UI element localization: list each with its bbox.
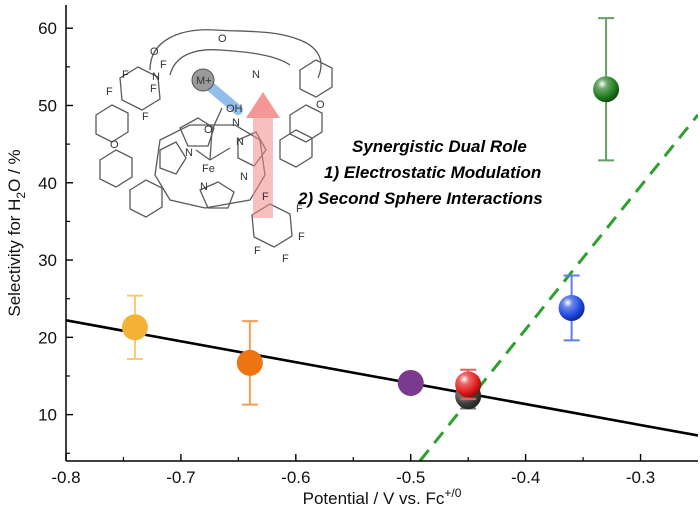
oxygen-label: O: [150, 46, 159, 58]
nitrogen-label: N: [185, 147, 193, 159]
fluorine-label: F: [160, 59, 167, 71]
fluorine-label: F: [254, 245, 261, 257]
fe-n-bond-1: [195, 149, 211, 161]
hydroxide-label: OH: [226, 103, 243, 115]
y-tick-label: 30: [38, 251, 57, 270]
data-point: [121, 314, 148, 341]
o-o-bond: [211, 107, 223, 131]
data-point: [593, 76, 620, 103]
electrostatic-arrow: [246, 92, 280, 218]
data-points: [121, 17, 620, 410]
metal-cation-label: M+: [196, 75, 212, 87]
x-tick-label: -0.8: [51, 468, 80, 487]
fe-n-bond-2: [209, 147, 231, 161]
fluorine-label: F: [106, 86, 113, 98]
fluorine-label: F: [150, 83, 157, 95]
data-point: [455, 371, 482, 398]
annotation-title: Synergistic Dual Role: [352, 137, 527, 156]
oxygen-label: O: [316, 99, 325, 111]
oxygen-label: O: [218, 33, 227, 45]
nitrogen-label: N: [252, 69, 260, 81]
oxygen-label: O: [110, 139, 119, 151]
x-tick-label: -0.5: [396, 468, 425, 487]
fluorine-label: F: [282, 253, 289, 265]
fluorine-label: F: [262, 191, 269, 203]
y-axis-title: Selectivity for H2O / %: [5, 149, 28, 316]
crown-ether-loop: [149, 29, 322, 79]
y-tick-label: 40: [38, 174, 57, 193]
y-axis-title-sub: 2: [14, 192, 28, 199]
data-point: [397, 369, 424, 396]
x-tick-label: -0.3: [626, 468, 655, 487]
y-tick-label: 10: [38, 406, 57, 425]
fe-o-bond: [209, 129, 213, 161]
y-tick-label: 50: [38, 96, 57, 115]
y-tick-label: 60: [38, 19, 57, 38]
data-point: [236, 349, 263, 376]
fluorine-label: F: [296, 203, 303, 215]
nitrogen-label: N: [240, 171, 248, 183]
nitrogen-label: N: [236, 136, 244, 148]
metal-cation-sphere: [191, 68, 215, 92]
crown-ether-inner: [169, 49, 291, 76]
solid-trend-line: [66, 319, 698, 437]
molecule-atom-labels: F F F F F F F F F F N N N N N N N O O O …: [106, 33, 325, 265]
nitrogen-label: N: [232, 117, 240, 129]
annotation-line1: 1) Electrostatic Modulation: [324, 163, 541, 182]
axis-ticks: -0.8 -0.7 -0.6 -0.5 -0.4 -0.3 10 20 30 40 50 60: [38, 19, 655, 487]
left-aryl-ring-2: [99, 149, 133, 188]
x-tick-label: -0.6: [281, 468, 310, 487]
left-lower-ring: [129, 179, 163, 218]
data-point: [558, 294, 585, 321]
right-lower-ring: [279, 129, 313, 168]
nitrogen-label: N: [152, 71, 160, 83]
y-tick-label: 20: [38, 328, 57, 347]
fluorine-label: F: [122, 69, 129, 81]
iron-label: Fe: [202, 163, 215, 175]
x-axis-title: Potential / V vs. Fc+/0: [303, 486, 462, 508]
x-tick-label: -0.4: [511, 468, 540, 487]
left-aryl-ring: [95, 104, 129, 143]
x-axis-title-sup: +/0: [444, 486, 461, 500]
pentafluorophenyl-left: [119, 66, 161, 111]
oxygen-label: O: [204, 124, 213, 136]
pyrrole-3: [159, 141, 187, 175]
annotation-line2: 2) Second Sphere Interactions: [297, 189, 543, 208]
fluorine-label: F: [142, 111, 149, 123]
x-tick-label: -0.7: [166, 468, 195, 487]
fluorine-label: F: [298, 231, 305, 243]
pyrrole-4: [199, 181, 235, 209]
nitrogen-label: N: [200, 181, 208, 193]
right-aryl-ring: [299, 59, 333, 98]
